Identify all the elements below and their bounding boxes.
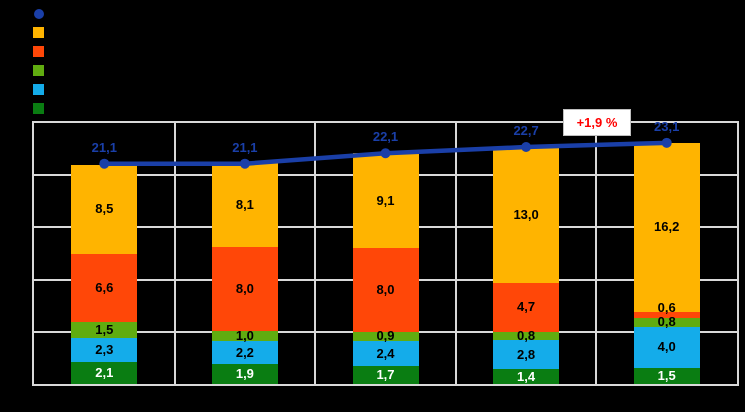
legend-item-series-green	[33, 65, 44, 76]
plot-area: +1,9 % 2,1 2,3 1,5 6,6 8,5 1,9 2,2 1,0 8,0 8,1 1,7…	[32, 109, 739, 386]
bar-segment-label: 9,1	[376, 192, 395, 208]
total-line-marker	[239, 158, 250, 169]
total-line-marker	[661, 137, 672, 148]
bar-segment-darkgreen	[71, 362, 138, 384]
bar-segment-lightblue	[493, 340, 560, 370]
series-green-swatch-icon	[33, 65, 44, 76]
bar-segment-amber	[71, 164, 138, 254]
gridline-vertical	[173, 123, 176, 384]
bar-segment-label: 2,8	[517, 346, 536, 362]
bar-segment-label: 0,8	[517, 327, 536, 343]
legend-item-series-amber	[33, 27, 44, 38]
bar-segment-orangered	[352, 248, 419, 332]
bar-segment-label: 1,5	[95, 322, 114, 338]
bar-segment-orangered	[493, 282, 560, 332]
bar-segment-green	[633, 318, 700, 327]
series-orangered-swatch-icon	[33, 46, 44, 57]
bar-segment-label: 6,6	[95, 279, 114, 295]
total-line-marker	[99, 158, 110, 169]
bar-segment-label: 8,0	[376, 282, 395, 298]
bar-segment-label: 1,9	[235, 366, 254, 382]
bar-segment-label: 0,6	[657, 300, 676, 316]
legend-item-series-darkgreen	[33, 103, 44, 114]
bar-segment-orangered	[211, 247, 278, 331]
bar-segment-lightblue	[633, 326, 700, 369]
bar-segment-label: 1,5	[657, 368, 676, 384]
bar-segment-darkgreen	[493, 369, 560, 384]
bar-segment-label: 16,2	[654, 219, 680, 235]
total-line	[99, 137, 672, 169]
bar-segment-label: 8,1	[235, 196, 254, 212]
gridline-vertical	[454, 123, 457, 384]
bar-segment-darkgreen	[211, 364, 278, 384]
bar-segment-darkgreen	[352, 366, 419, 384]
bar-segment-label: 8,0	[235, 280, 254, 296]
legend-item-total-line	[33, 8, 44, 19]
total-value-label: 22,1	[372, 129, 399, 145]
bar-segment-amber	[633, 142, 700, 312]
bar-segment-green	[493, 331, 560, 341]
series-amber-swatch-icon	[33, 27, 44, 38]
bar-segment-label: 4,7	[517, 299, 536, 315]
series-lightblue-swatch-icon	[33, 84, 44, 95]
bar-segment-label: 1,7	[376, 367, 395, 383]
legend	[33, 8, 44, 114]
bar-segment-label: 8,5	[95, 201, 114, 217]
bar-segment-lightblue	[352, 341, 419, 367]
bar-segment-label: 1,0	[235, 327, 254, 343]
total-line-swatch-icon	[34, 8, 44, 19]
annotation-growth-box: +1,9 %	[563, 109, 631, 136]
total-line-marker	[521, 142, 532, 153]
bar-segment-label: 2,1	[95, 365, 114, 381]
series-darkgreen-swatch-icon	[33, 103, 44, 114]
bar-segment-lightblue	[71, 338, 138, 363]
total-line-marker	[380, 148, 391, 159]
bar-segment-orangered	[633, 311, 700, 319]
bar-segment-label: 1,4	[517, 368, 536, 384]
bar-segment-label: 0,8	[657, 314, 676, 330]
bar-segment-darkgreen	[633, 368, 700, 384]
total-value-label: 22,7	[513, 123, 539, 138]
bar-segment-lightblue	[211, 341, 278, 365]
bar-segment-green	[352, 331, 419, 342]
bar-segment-label: 0,9	[376, 328, 395, 344]
annotation-growth-text: +1,9 %	[576, 115, 618, 130]
total-value-label: 21,1	[91, 139, 117, 155]
bar-segment-green	[71, 322, 138, 339]
gridline-vertical	[595, 123, 598, 384]
bar-segment-label: 4,0	[657, 339, 676, 355]
total-value-label: 23,1	[654, 118, 680, 134]
legend-item-series-orangered	[33, 46, 44, 57]
total-value-label: 21,1	[232, 139, 258, 155]
gridline-vertical	[314, 123, 317, 384]
legend-item-series-lightblue	[33, 84, 44, 95]
bar-segment-label: 13,0	[513, 206, 539, 222]
bar-segment-label: 2,3	[95, 342, 114, 358]
bar-segment-amber	[352, 153, 419, 249]
bar-segment-amber	[211, 162, 278, 248]
bar-segment-label: 2,4	[376, 345, 395, 361]
bar-segment-label: 2,2	[235, 344, 254, 360]
bar-segment-amber	[493, 147, 560, 283]
bar-segment-green	[211, 330, 278, 342]
bar-segment-orangered	[71, 253, 138, 323]
